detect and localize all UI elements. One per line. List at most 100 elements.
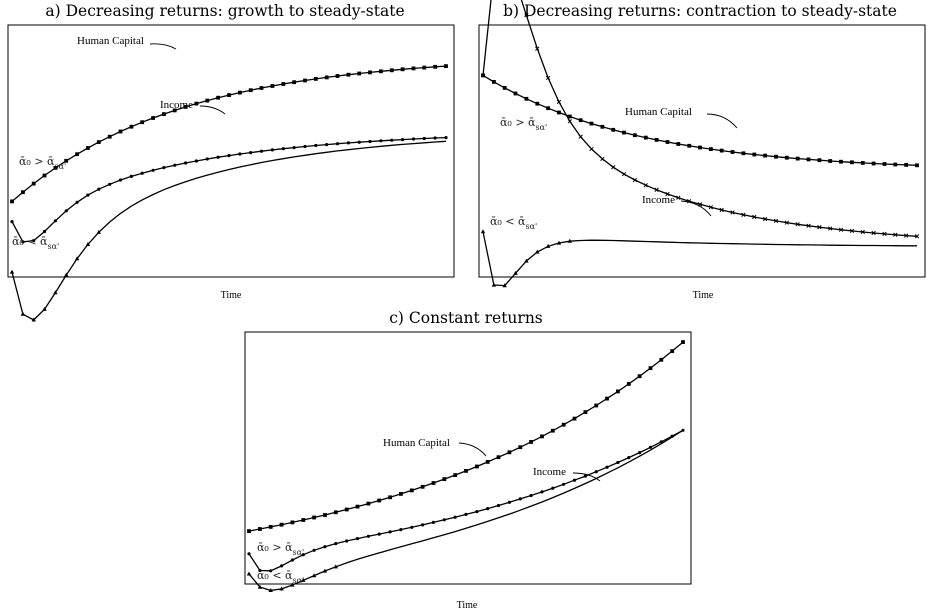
panel-a-point-human-capital-38 [422,65,427,70]
panel-a-point-human-capital-16 [183,105,188,109]
panel-c-point-income-27 [540,490,544,494]
panel-a-point-income-28 [314,143,318,148]
panel-b-point-income-4 [524,13,529,18]
panel-c-point-human-capital-19 [453,473,458,477]
panel-b-point-human-capital-31 [817,158,822,163]
panel-b-point-income-13 [621,171,627,177]
panel-b-point-income-40 [914,234,920,239]
panel-b-point-human-capital-4 [524,96,529,101]
panel-c-point-human-capital-33 [605,396,609,401]
panel-c-point-income-26 [529,493,533,498]
panel-b-point-human-capital-22 [719,148,724,153]
panel-a-point-initial-path-2 [31,317,36,322]
panel-b-point-income-11 [600,156,605,162]
panel-c-point-income-32 [594,470,598,474]
panel-c-point-initial-path-0 [246,571,252,576]
panel-a-point-income-6 [75,200,79,204]
panel-a-point-income-22 [249,151,253,155]
panel-a-point-initial-path-7 [85,242,91,246]
panel-a-line-human-capital [11,65,447,202]
panel-b-point-initial-path-1 [491,282,497,287]
panel-b-point-human-capital-6 [546,106,550,111]
panel-c-point-income-12 [377,532,381,536]
panel-a-point-income-14 [162,166,166,170]
panel-a-point-human-capital-10 [118,129,123,134]
panel-c-point-human-capital-29 [561,422,566,427]
panel-a-point-human-capital-32 [357,71,362,76]
panel-a-point-income-38 [422,136,426,141]
panel-b-point-initial-path-2 [502,283,507,288]
panel-b-point-human-capital-29 [795,156,800,161]
panel-c-point-human-capital-7 [323,513,327,517]
panel-a-point-income-40 [444,136,448,140]
panel-a-point-income-7 [86,193,90,197]
panel-b: b) Decreasing returns: contraction to st… [478,0,926,301]
panel-b-point-income-32 [828,226,833,231]
panel-b-point-human-capital-1 [492,80,496,84]
panel-b-point-initial-path-4 [524,258,529,263]
panel-a-point-income-4 [53,219,58,223]
panel-c-point-human-capital-12 [377,498,382,503]
panel-c-point-income-4 [290,558,294,562]
panel-a-point-human-capital-19 [216,95,220,100]
panel-b-point-human-capital-27 [774,154,778,159]
panel-a-point-income-9 [108,182,112,186]
panel-c-point-income-16 [421,523,425,527]
panel-b-point-human-capital-38 [893,162,898,167]
panel-b-point-human-capital-25 [752,152,757,157]
panel-a-point-income-19 [216,155,220,159]
panel-c-point-human-capital-11 [366,501,371,506]
panel-b-cond-above: ᾱ₀ > ᾱsα' [500,116,547,132]
panel-a-point-income-0 [10,220,14,224]
panel-b-point-initial-path-7 [556,240,562,245]
panel-a-point-human-capital-27 [303,78,307,83]
panel-a-plot-area [7,24,455,278]
panel-c-line-initial-path [248,429,684,592]
panel-b-point-income-36 [871,230,876,236]
panel-b-point-income-15 [643,183,648,188]
panel-c-point-income-0 [247,552,251,556]
panel-b-point-human-capital-10 [589,121,594,126]
panel-a-point-human-capital-33 [368,70,372,75]
panel-a-point-human-capital-31 [346,72,351,77]
panel-a-point-human-capital-18 [205,98,210,103]
panel-b-point-human-capital-5 [535,101,540,106]
panel-c-point-income-28 [551,486,555,490]
panel-b-point-income-21 [708,205,714,210]
panel-c-point-initial-path-5 [301,577,306,582]
panel-a-point-income-3 [42,229,47,234]
panel-a-point-income-34 [379,139,383,143]
panel-c-point-human-capital-38 [659,357,664,362]
panel-a-point-initial-path-1 [20,311,26,316]
panel-b-point-income-30 [806,223,811,228]
panel-b-point-income-5 [535,46,540,51]
panel-c-point-human-capital-5 [301,518,306,522]
panel-c-arrow-income [572,472,601,482]
panel-b-point-income-27 [773,218,779,224]
panel-a-point-human-capital-36 [400,67,405,72]
panel-b-point-human-capital-11 [600,124,605,129]
panel-c-point-human-capital-8 [333,510,338,515]
panel-a-cond-above: ᾱ₀ > ᾱsα' [19,155,66,171]
panel-b-point-human-capital-15 [643,135,648,140]
panel-c-point-income-36 [638,451,642,455]
panel-a-point-income-15 [173,163,177,167]
panel-a-point-initial-path-3 [42,306,47,311]
panel-c-point-human-capital-3 [279,522,284,527]
panel-a-point-income-18 [205,157,209,161]
panel-a-point-income-32 [357,140,361,144]
panel-a-point-income-35 [390,138,394,142]
panel-b-point-human-capital-13 [622,130,626,135]
panel-a-point-human-capital-12 [140,120,145,125]
panel-b-point-income-0 [480,73,486,78]
panel-b-point-human-capital-34 [850,160,854,165]
panel-c-title: c) Constant returns [389,309,543,327]
panel-a-point-income-27 [303,144,307,149]
panel-c-arrow-human-capital [458,442,487,457]
panel-b-point-income-35 [860,229,865,235]
panel-a-point-income-12 [140,171,144,175]
panel-b-point-human-capital-19 [687,143,692,148]
panel-b-point-human-capital-24 [741,151,746,156]
panel-a-point-human-capital-23 [259,86,264,90]
panel-b-point-human-capital-30 [806,157,811,162]
